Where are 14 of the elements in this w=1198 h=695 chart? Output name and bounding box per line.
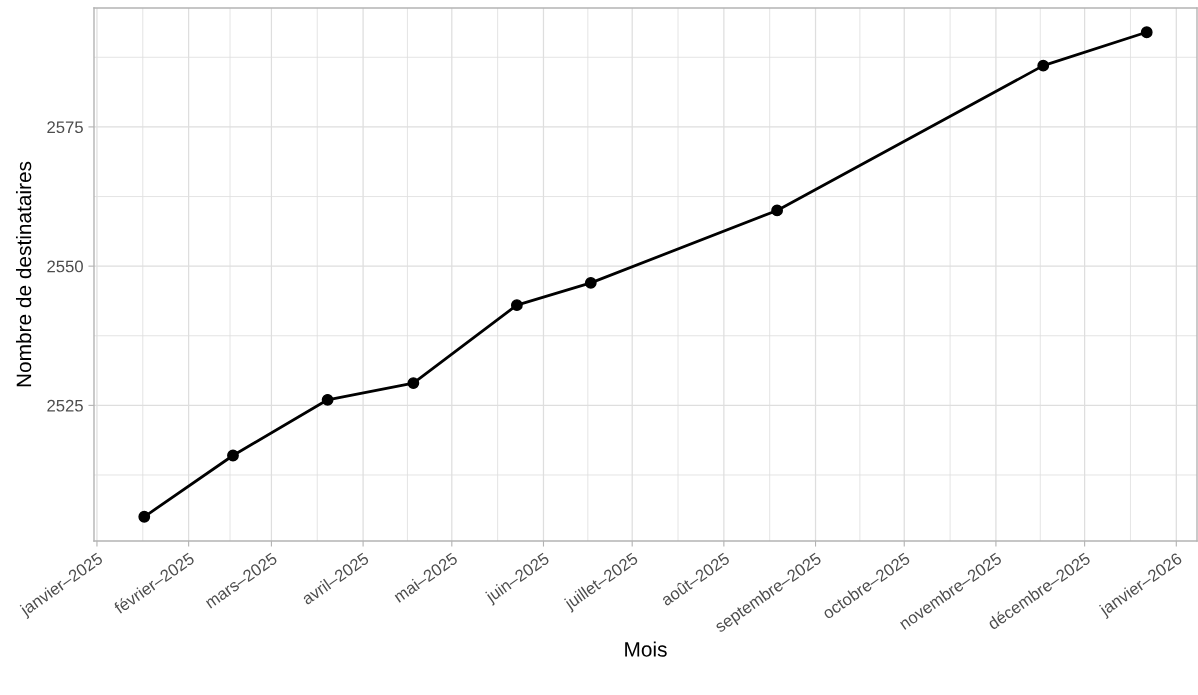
point [771,204,783,217]
x-axis-title: Mois [625,641,667,657]
point [510,299,523,312]
y-tick-label: 2575 [47,121,83,134]
point [1037,59,1050,72]
y-axis-title: Nombre de destinataires [15,161,32,387]
point [584,276,597,289]
point [407,377,420,390]
point [138,510,151,523]
point [227,449,239,462]
y-tick-label: 2525 [47,399,83,412]
point [321,393,334,406]
point [1140,26,1153,39]
y-tick-label: 2550 [47,260,83,273]
